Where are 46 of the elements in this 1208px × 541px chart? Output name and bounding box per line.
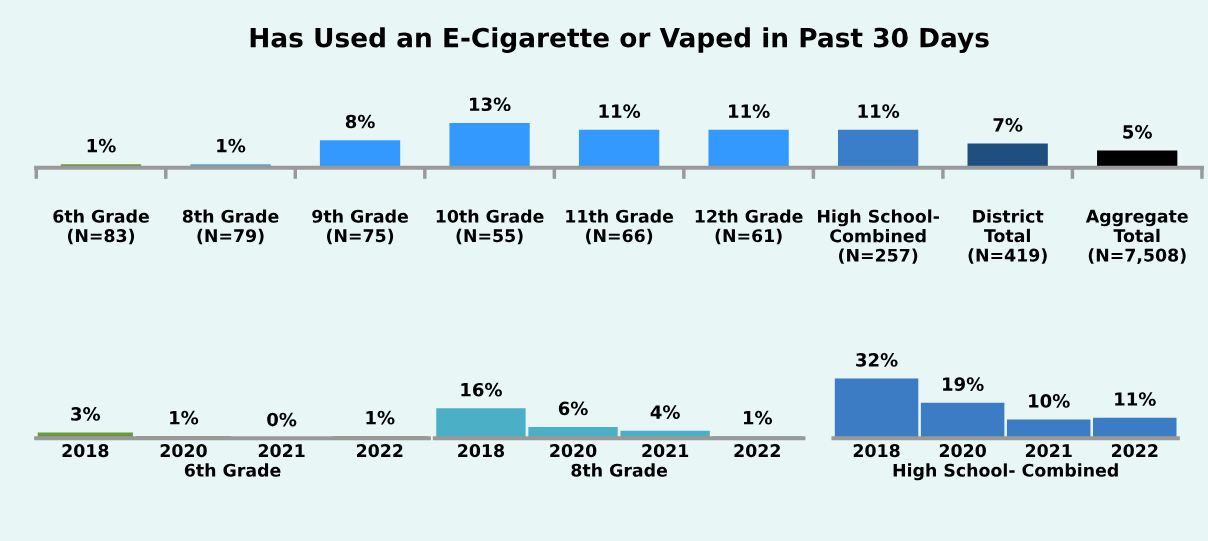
data-label: 32% (856, 353, 898, 367)
x-tick-label: District Total (N=419) (968, 209, 1047, 264)
x-tick-label: 12th Grade (N=61) (695, 209, 803, 245)
x-tick-label: 2022 (734, 444, 780, 458)
data-label: 11% (858, 104, 900, 118)
x-tick-label: 9th Grade (N=75) (312, 209, 408, 245)
x-tick-label: 2018 (458, 444, 505, 458)
chart-title: Has Used an E-Cigarette or Vaped in Past 30 Days (250, 27, 989, 53)
x-tick-label: 2022 (1111, 444, 1158, 458)
x-tick-label: 10th Grade (N=55) (436, 209, 544, 245)
data-label: 1% (743, 410, 773, 425)
x-tick-label: High School- Combined (N=257) (818, 209, 939, 264)
x-tick-label: 8th Grade (N=79) (182, 209, 279, 245)
x-tick-label: 2021 (258, 444, 305, 458)
data-label: 3% (71, 407, 101, 421)
x-tick-label: 2021 (642, 444, 689, 458)
x-tick-label: 2021 (1025, 444, 1072, 458)
x-tick-label: 6th Grade (N=83) (53, 209, 149, 245)
data-label: 11% (1115, 392, 1156, 406)
x-axis-title: High School- Combined (893, 463, 1118, 481)
data-label: 1% (87, 138, 116, 153)
x-axis-title: 8th Grade (571, 463, 668, 477)
x-tick-label: 2018 (62, 444, 109, 458)
data-label: 11% (599, 104, 641, 118)
data-label: 1% (217, 138, 246, 153)
data-label: 8% (345, 114, 375, 129)
x-tick-label: 11th Grade (N=66) (566, 209, 674, 245)
data-label: 1% (366, 410, 395, 425)
data-label: 6% (558, 401, 588, 416)
x-tick-label: 2020 (160, 444, 207, 458)
data-label: 0% (267, 412, 297, 427)
x-tick-label: 2020 (550, 444, 597, 458)
data-label: 16% (461, 382, 502, 397)
data-label: 4% (650, 405, 680, 419)
data-label: 5% (1123, 125, 1152, 139)
x-tick-label: 2020 (939, 444, 986, 458)
data-label: 10% (1029, 394, 1070, 408)
x-tick-label: 2022 (356, 444, 403, 458)
data-label: 7% (993, 118, 1023, 132)
x-tick-label: 2018 (853, 444, 900, 458)
data-label: 1% (170, 410, 199, 425)
x-axis-title: 6th Grade (184, 463, 281, 477)
x-tick-label: Aggregate Total (N=7,508) (1085, 209, 1188, 264)
data-label: 11% (729, 104, 770, 118)
data-label: 19% (943, 377, 984, 391)
data-label: 13% (470, 97, 511, 112)
